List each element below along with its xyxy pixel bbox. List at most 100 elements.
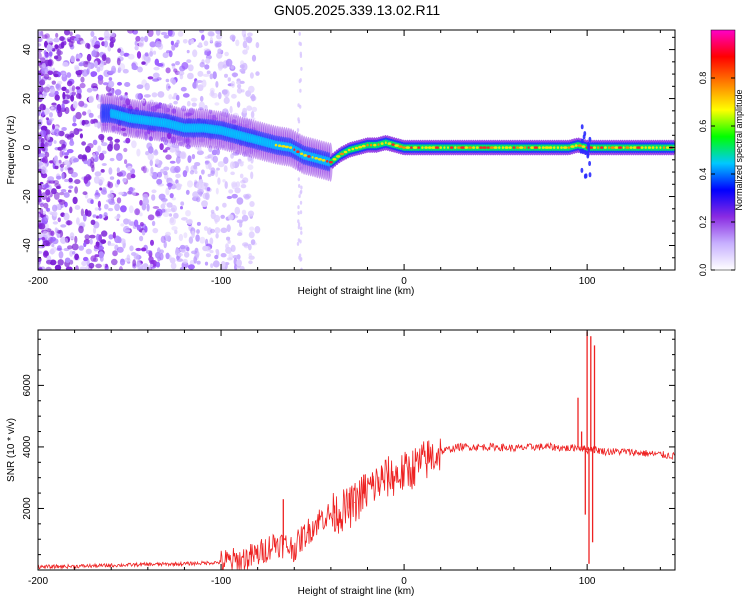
noise-blob xyxy=(83,119,90,125)
disturbance-blob xyxy=(580,138,584,144)
noise-blob xyxy=(108,70,115,74)
ridge-peak xyxy=(307,155,311,158)
noise-blob xyxy=(38,147,42,155)
noise-blob xyxy=(116,167,120,173)
snr-y-label: SNR (10 * v/v) xyxy=(6,418,17,482)
noise-blob xyxy=(168,102,173,108)
noise-blob xyxy=(120,205,127,213)
ridge-peak xyxy=(651,146,655,149)
noise-blob xyxy=(63,212,70,221)
noise-blob xyxy=(148,99,155,105)
noise-blob xyxy=(237,83,242,89)
noise-blob xyxy=(93,44,100,49)
noise-blob xyxy=(153,150,159,156)
noise-blob xyxy=(54,227,58,233)
noise-blob xyxy=(222,179,226,183)
ridge-peak xyxy=(303,154,308,157)
noise-blob xyxy=(165,154,172,160)
noise-blob xyxy=(91,39,95,48)
noise-blob xyxy=(297,225,301,230)
noise-blob xyxy=(211,149,218,156)
noise-blob xyxy=(166,202,173,208)
ridge-peak xyxy=(296,150,300,153)
noise-blob xyxy=(250,239,256,246)
ridge-peak xyxy=(644,146,647,149)
noise-blob xyxy=(141,61,146,65)
noise-blob xyxy=(38,183,43,191)
noise-blob xyxy=(241,214,249,222)
noise-blob xyxy=(152,72,160,79)
noise-blob xyxy=(298,41,301,46)
ridge-peak xyxy=(617,146,623,149)
noise-blob xyxy=(108,77,113,81)
noise-blob xyxy=(149,263,154,267)
ridge-peak xyxy=(366,143,369,147)
noise-blob xyxy=(225,243,229,250)
noise-blob xyxy=(51,102,57,106)
noise-blob xyxy=(101,142,108,147)
noise-blob xyxy=(156,178,163,185)
noise-blob xyxy=(47,176,55,182)
noise-blob xyxy=(255,71,260,76)
noise-blob xyxy=(180,249,186,253)
noise-blob xyxy=(162,211,170,218)
noise-blob xyxy=(171,108,177,114)
noise-blob xyxy=(242,49,248,55)
noise-blob xyxy=(168,94,173,100)
noise-blob xyxy=(206,187,211,192)
noise-blob xyxy=(61,103,65,111)
noise-blob xyxy=(109,176,115,180)
noise-blob xyxy=(147,76,154,80)
ridge-peak xyxy=(402,146,406,149)
ridge-peak xyxy=(278,144,282,147)
noise-blob xyxy=(74,66,80,71)
ridge-peak xyxy=(607,146,611,149)
noise-blob xyxy=(50,86,56,95)
snr-y-axis: 2000 4000 6000 xyxy=(22,338,675,556)
disturbance-blob xyxy=(580,124,584,130)
y-tick-label: 2000 xyxy=(22,497,33,520)
noise-blob xyxy=(94,60,98,69)
ridge-peak xyxy=(556,146,560,149)
noise-blob xyxy=(38,223,46,230)
noise-blob xyxy=(62,72,66,77)
noise-blob xyxy=(41,111,45,117)
ridge-peak xyxy=(567,146,571,149)
noise-blob xyxy=(75,111,82,120)
colorbar-label: Normalized spectral amplitude xyxy=(734,89,744,210)
noise-blob xyxy=(74,235,78,244)
noise-blob xyxy=(184,112,192,117)
noise-blob xyxy=(296,128,300,133)
noise-blob xyxy=(209,250,214,254)
noise-blob xyxy=(231,119,237,124)
disturbance-blob xyxy=(588,161,591,166)
noise-blob xyxy=(133,219,139,227)
ridge-peak xyxy=(538,146,541,149)
noise-blob xyxy=(107,80,115,88)
ridge-peak xyxy=(622,146,625,149)
noise-blob xyxy=(102,126,108,132)
ridge-peak xyxy=(548,146,553,149)
noise-blob xyxy=(83,160,89,165)
noise-blob xyxy=(57,217,61,223)
noise-blob xyxy=(198,188,202,197)
noise-blob xyxy=(196,260,201,265)
noise-blob xyxy=(210,228,215,234)
noise-blob xyxy=(46,197,51,203)
noise-blob xyxy=(109,157,115,162)
noise-blob xyxy=(142,165,147,174)
noise-blob xyxy=(197,146,202,152)
noise-blob xyxy=(236,259,243,267)
ridge-peak xyxy=(489,146,495,149)
noise-blob xyxy=(229,142,234,149)
ridge-peak xyxy=(332,158,337,161)
noise-blob xyxy=(39,208,44,216)
noise-blob xyxy=(56,233,61,238)
noise-blob xyxy=(226,224,231,233)
noise-blob xyxy=(204,261,209,266)
noise-blob xyxy=(185,210,191,217)
noise-blob xyxy=(151,171,159,180)
ridge-peak xyxy=(447,146,449,149)
noise-blob xyxy=(212,260,220,268)
noise-blob xyxy=(236,254,241,260)
